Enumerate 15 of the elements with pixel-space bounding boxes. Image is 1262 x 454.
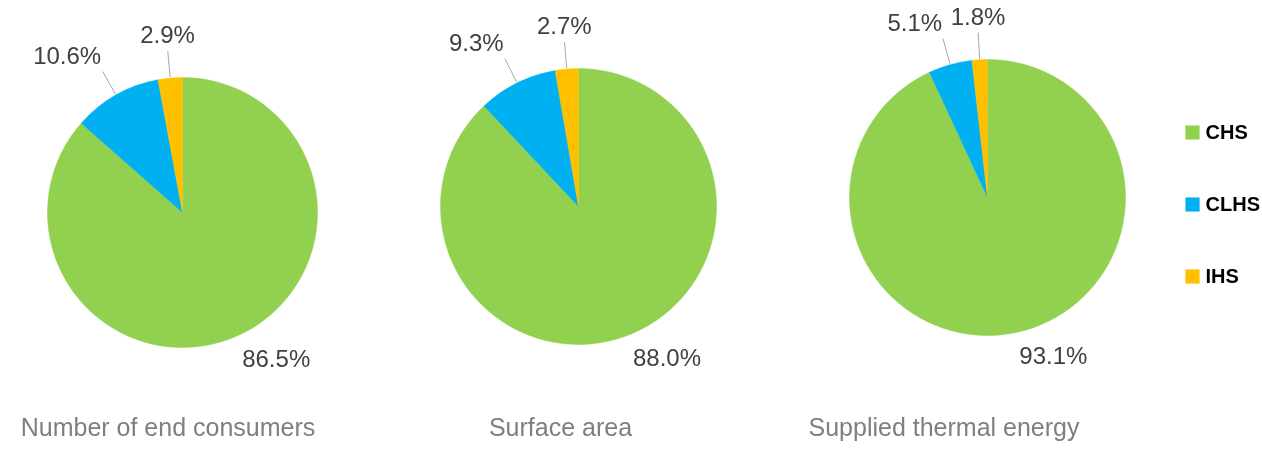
legend-label: IHS (1205, 264, 1239, 288)
data-label: 88.0% (632, 344, 702, 372)
legend-label: CLHS (1205, 192, 1260, 216)
data-label: 93.1% (1019, 342, 1088, 370)
data-label: 10.6% (33, 41, 102, 69)
data-label: 1.8% (950, 2, 1006, 30)
data-label: 2.7% (536, 12, 592, 40)
text: Supplied thermal energy (808, 412, 1080, 441)
legend-label: CHS (1205, 120, 1248, 144)
data-label: 2.9% (140, 21, 195, 49)
data-label: 86.5% (242, 344, 311, 372)
text: Surface area (488, 412, 633, 441)
text: Number of end consumers (20, 412, 316, 441)
data-label: 5.1% (887, 8, 943, 36)
data-label: 9.3% (448, 29, 504, 57)
